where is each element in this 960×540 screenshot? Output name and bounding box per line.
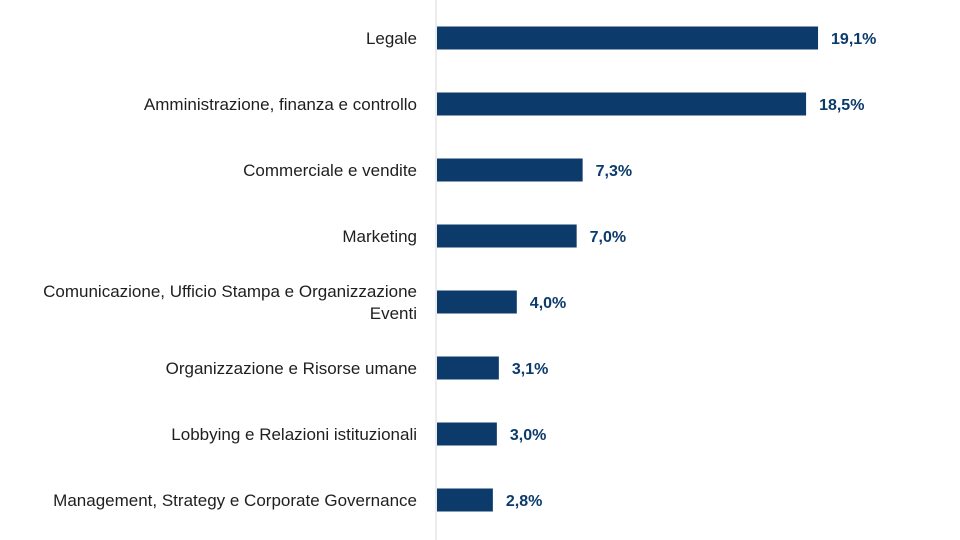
bar: [437, 224, 577, 248]
category-labels-group: Legale Amministrazione, finanza e control…: [43, 29, 417, 510]
value-label: 19,1%: [831, 31, 876, 48]
value-label: 7,3%: [596, 163, 632, 180]
category-label-line: Commerciale e vendite: [243, 161, 417, 180]
category-label-line: Comunicazione, Ufficio Stampa e Organizz…: [43, 282, 417, 301]
category-label: Commerciale e vendite: [243, 161, 417, 180]
bar: [437, 488, 493, 512]
category-label-line: Amministrazione, finanza e controllo: [144, 95, 417, 114]
value-label: 3,1%: [512, 361, 548, 378]
category-label-line: Management, Strategy e Corporate Governa…: [53, 491, 417, 510]
category-label: Amministrazione, finanza e controllo: [144, 95, 417, 114]
category-label-line: Marketing: [342, 227, 417, 246]
category-label-line: Eventi: [370, 304, 417, 323]
category-label-line: Legale: [366, 29, 417, 48]
category-label: Lobbying e Relazioni istituzionali: [171, 425, 417, 444]
bar: [437, 356, 499, 380]
category-label: Marketing: [342, 227, 417, 246]
bars-group: [437, 26, 819, 512]
bar: [437, 158, 583, 182]
category-label: Management, Strategy e Corporate Governa…: [53, 491, 417, 510]
category-label-line: Lobbying e Relazioni istituzionali: [171, 425, 417, 444]
bar: [437, 26, 819, 50]
value-label: 4,0%: [530, 295, 566, 312]
bar: [437, 422, 497, 446]
value-label: 7,0%: [590, 229, 626, 246]
value-label: 3,0%: [510, 427, 546, 444]
category-label: Legale: [366, 29, 417, 48]
bar: [437, 92, 807, 116]
value-label: 2,8%: [506, 493, 542, 510]
value-label: 18,5%: [819, 97, 864, 114]
value-labels-group: 19,1% 18,5% 7,3% 7,0% 4,0% 3,1% 3,0% 2,8%: [506, 31, 877, 510]
category-label: Comunicazione, Ufficio Stampa e Organizz…: [43, 282, 417, 323]
category-label-line: Organizzazione e Risorse umane: [166, 359, 417, 378]
category-label: Organizzazione e Risorse umane: [166, 359, 417, 378]
bar: [437, 290, 517, 314]
